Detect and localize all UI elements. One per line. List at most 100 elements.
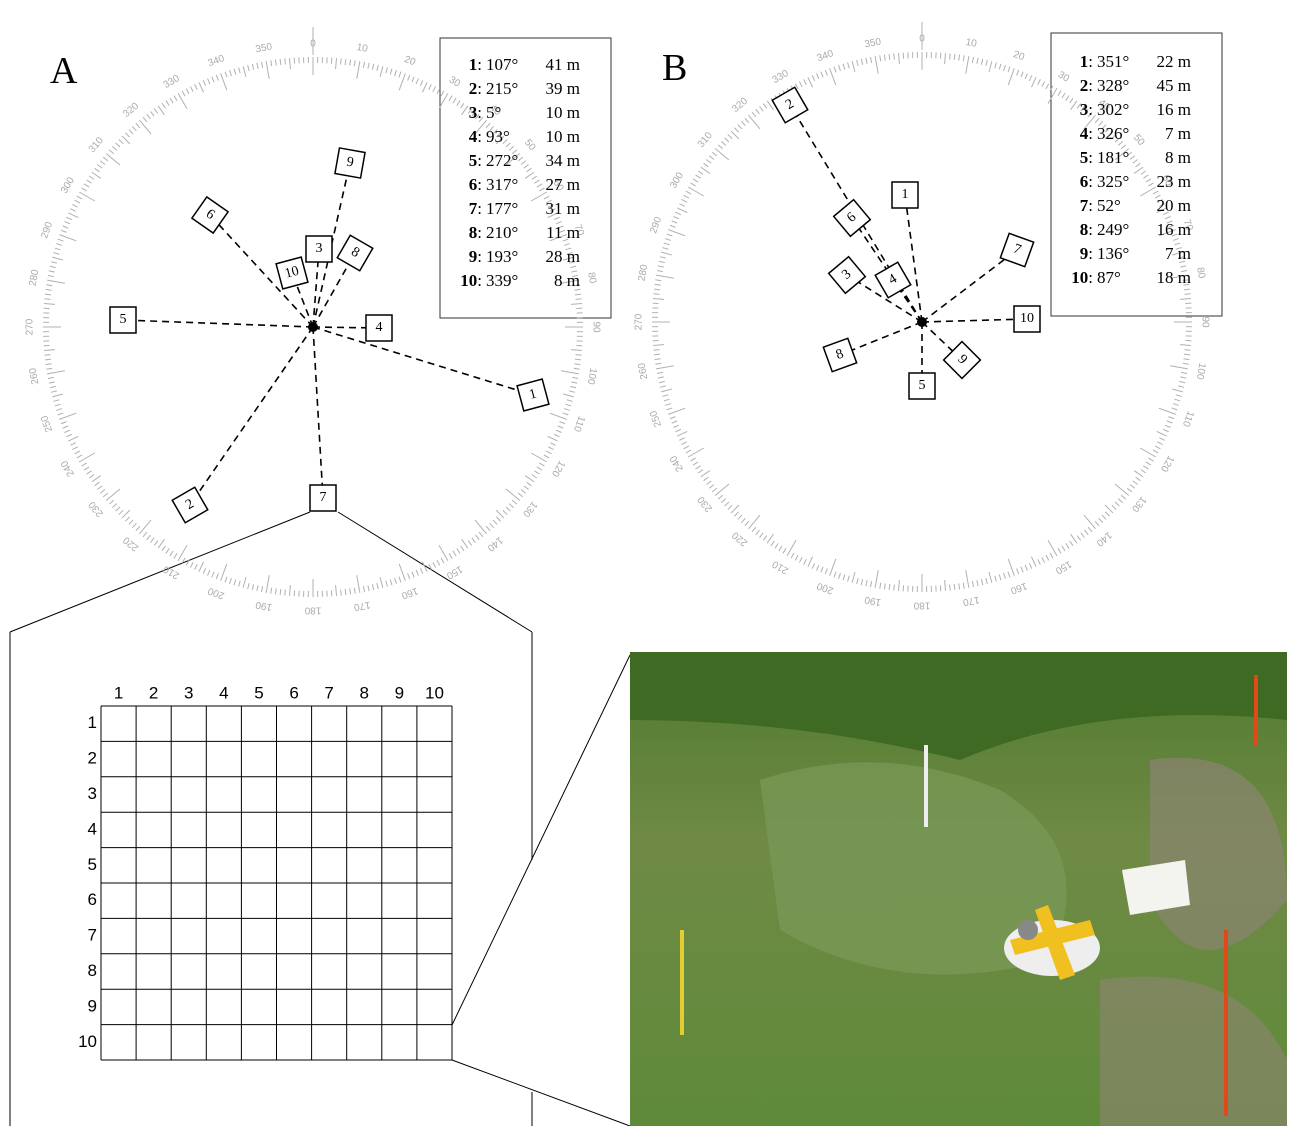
separator: : [1088, 76, 1093, 95]
column-label: 1 [114, 683, 123, 702]
separator: : [477, 151, 482, 170]
separator: : [1088, 268, 1093, 287]
separator: : [477, 199, 482, 218]
dial-label: 210 [161, 563, 181, 581]
entry-id: 5 [1080, 148, 1089, 167]
marker: 3 [306, 236, 332, 262]
entry-id: 1 [1080, 52, 1089, 71]
marker: 10 [1014, 306, 1040, 332]
entry-id: 10 [1071, 268, 1088, 287]
marker: 3 [829, 257, 866, 294]
separator: : [477, 175, 482, 194]
column-label: 6 [289, 683, 298, 702]
row-label: 1 [88, 713, 97, 732]
dial-label: 110 [571, 414, 587, 433]
dial-label: 130 [1129, 494, 1148, 514]
row-label: 3 [88, 784, 97, 803]
entry-id: 1 [469, 55, 478, 74]
column-label: 2 [149, 683, 158, 702]
dial-label: 150 [444, 563, 464, 581]
ray [922, 319, 1027, 322]
entry-id: 6 [1080, 172, 1089, 191]
entry-bearing: 136° [1097, 244, 1129, 263]
row-label: 5 [88, 855, 97, 874]
table-row: 1: [469, 55, 482, 74]
entry-id: 3 [1080, 100, 1089, 119]
dial-label: 310 [696, 130, 715, 150]
dial-label: 230 [695, 494, 714, 514]
table-row: 10: [1071, 268, 1093, 287]
marker: 2 [772, 87, 808, 123]
dial-label: 340 [816, 48, 836, 64]
table-row: 1: [1080, 52, 1093, 71]
marker-label: 4 [376, 320, 383, 335]
entry-bearing: 325° [1097, 172, 1129, 191]
entry-id: 8 [1080, 220, 1089, 239]
table-row: 6: [469, 175, 482, 194]
dial-label: 280 [637, 263, 651, 282]
dial-label: 210 [770, 558, 790, 576]
entry-distance: 28 m [546, 247, 580, 266]
marker: 4 [366, 315, 392, 341]
dial-label: 330 [162, 73, 182, 91]
entry-id: 9 [1080, 244, 1089, 263]
entry-bearing: 107° [486, 55, 518, 74]
dial-label: 170 [962, 594, 981, 608]
dial-label: 0 [919, 34, 925, 45]
dial-label: 10 [356, 42, 369, 55]
entry-bearing: 317° [486, 175, 518, 194]
entry-bearing: 93° [486, 127, 510, 146]
row-label: 7 [88, 926, 97, 945]
dial-label: 260 [27, 367, 41, 386]
entry-distance: 7 m [1165, 244, 1191, 263]
table-row: 7: [1080, 196, 1093, 215]
marker: 7 [1000, 233, 1033, 266]
table-row: 9: [1080, 244, 1093, 263]
dial-label: 250 [648, 409, 664, 429]
entry-distance: 31 m [546, 199, 580, 218]
dial-label: 190 [863, 594, 882, 608]
marker-label: 5 [120, 312, 127, 327]
table-row: 7: [469, 199, 482, 218]
entry-bearing: 177° [486, 199, 518, 218]
entry-distance: 16 m [1157, 100, 1191, 119]
table-row: 5: [469, 151, 482, 170]
dial-label: 110 [1180, 409, 1196, 428]
dial-label: 90 [590, 321, 601, 333]
entry-distance: 27 m [546, 175, 580, 194]
separator: : [1088, 100, 1093, 119]
marker: 6 [834, 200, 871, 237]
table-row: 4: [469, 127, 482, 146]
entry-bearing: 351° [1097, 52, 1129, 71]
marker: 1 [892, 182, 918, 208]
dial-label: 180 [913, 599, 930, 610]
dial-label: 340 [207, 53, 227, 69]
column-label: 3 [184, 683, 193, 702]
dial-label: 140 [1094, 529, 1114, 548]
dial-label: 100 [1194, 362, 1208, 381]
entry-bearing: 210° [486, 223, 518, 242]
marker: 8 [337, 235, 373, 271]
dial-label: 350 [255, 41, 274, 55]
dial-label: 120 [1158, 453, 1176, 473]
entry-distance: 10 m [546, 127, 580, 146]
dial-label: 90 [1199, 316, 1210, 328]
dial-label: 160 [1009, 580, 1029, 596]
dial-label: 290 [648, 215, 664, 235]
panel-label: A [50, 50, 78, 92]
table-row: 10: [460, 271, 482, 290]
photo [630, 652, 1287, 1126]
dial-label: 200 [206, 585, 226, 601]
marker-label: 3 [316, 241, 323, 256]
entry-distance: 8 m [1165, 148, 1191, 167]
ray [922, 250, 1017, 322]
entry-distance: 45 m [1157, 76, 1191, 95]
column-label: 9 [395, 683, 404, 702]
table-row: 8: [1080, 220, 1093, 239]
entry-id: 6 [469, 175, 478, 194]
separator: : [1088, 172, 1093, 191]
entry-bearing: 326° [1097, 124, 1129, 143]
column-label: 4 [219, 683, 228, 702]
entry-distance: 39 m [546, 79, 580, 98]
panel-label: B [662, 47, 687, 89]
